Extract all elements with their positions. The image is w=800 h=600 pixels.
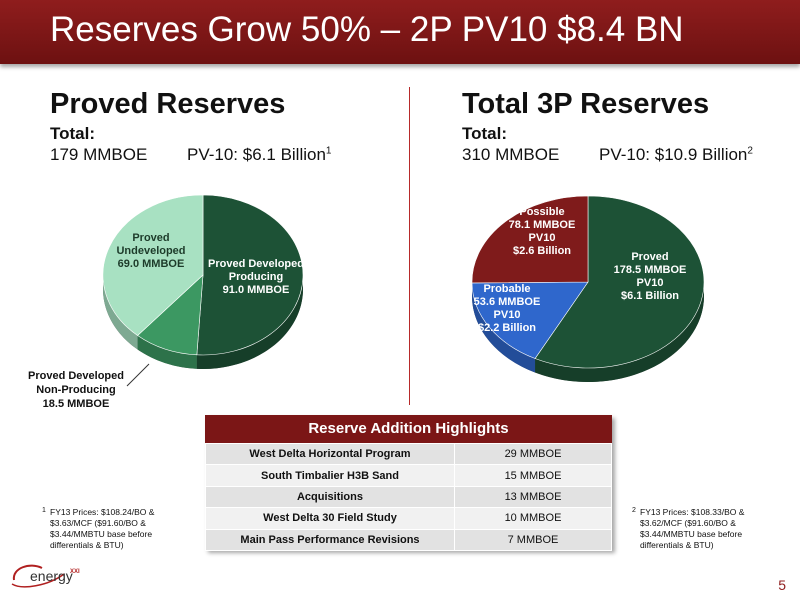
highlight-name-cell: West Delta 30 Field Study bbox=[205, 507, 455, 530]
footnote-ref-2: 2 bbox=[747, 145, 753, 157]
title-bar: Reserves Grow 50% – 2P PV10 $8.4 BN bbox=[0, 0, 800, 64]
highlight-value-cell: 29 MMBOE bbox=[454, 442, 612, 466]
total-3p-slice-label-0: Proved 178.5 MMBOE PV10 $6.1 Billion bbox=[614, 251, 687, 302]
footnote-left: 1 FY13 Prices: $108.24/BO & $3.63/MCF ($… bbox=[42, 507, 170, 551]
table-row: South Timbalier H3B Sand 15 MMBOE bbox=[205, 464, 612, 487]
proved-reserves-heading: Proved Reserves bbox=[50, 88, 286, 120]
highlights-table: West Delta Horizontal Program 29 MMBOE Sou… bbox=[205, 442, 612, 551]
highlights-header: Reserve Addition Highlights bbox=[205, 415, 612, 443]
callout-leader-line bbox=[126, 363, 150, 387]
footnote-left-number: 1 bbox=[42, 507, 46, 514]
proved-total-label: Total: bbox=[50, 124, 96, 143]
proved-slice-label-0: Proved Developed Producing 91.0 MMBOE bbox=[208, 258, 304, 296]
page-number: 5 bbox=[778, 577, 786, 593]
proved-total-value: 179 MMBOE bbox=[50, 145, 148, 164]
proved-slice-side-0 bbox=[196, 275, 303, 369]
highlight-name-cell: South Timbalier H3B Sand bbox=[205, 464, 455, 487]
highlight-name-cell: Main Pass Performance Revisions bbox=[205, 528, 455, 551]
footnote-right-text: FY13 Prices: $108.33/BO & $3.62/MCF ($91… bbox=[640, 507, 745, 550]
total-3p-slice-label-1: Probable 53.6 MMBOE PV10 $2.2 Billion bbox=[474, 283, 541, 334]
proved-total-line: 179 MMBOE PV-10: $6.1 Billion1 bbox=[50, 145, 331, 165]
total-3p-slice-side-0 bbox=[535, 282, 704, 382]
proved-developed-non-producing-label: Proved Developed Non-Producing 18.5 MMBO… bbox=[28, 370, 124, 410]
highlight-value-cell: 7 MMBOE bbox=[454, 528, 612, 551]
highlight-value-cell: 15 MMBOE bbox=[454, 464, 612, 487]
energy-xxi-logo: energy XXI bbox=[11, 564, 80, 588]
section-divider bbox=[409, 87, 410, 405]
total-3p-slice-1 bbox=[471, 281, 589, 359]
highlight-value-cell: 13 MMBOE bbox=[454, 485, 612, 509]
table-row: Acquisitions 13 MMBOE bbox=[205, 485, 612, 509]
total-3p-slice-side-1 bbox=[472, 282, 536, 373]
3p-pv10-value: PV-10: $10.9 Billion2 bbox=[599, 145, 753, 164]
proved-slice-side-2 bbox=[103, 275, 138, 350]
footnote-ref-1: 1 bbox=[325, 145, 332, 157]
proved-slice-0 bbox=[196, 194, 304, 356]
highlight-value-cell: 10 MMBOE bbox=[454, 507, 612, 530]
proved-slice-2 bbox=[102, 194, 204, 336]
highlight-name-cell: Acquisitions bbox=[205, 485, 455, 509]
footnote-left-text: FY13 Prices: $108.24/BO & $3.63/MCF ($91… bbox=[50, 507, 155, 550]
total-3p-reserves-heading: Total 3P Reserves bbox=[462, 88, 710, 120]
total-3p-slice-label-2: Possible 78.1 MMBOE PV10 $2.6 Billion bbox=[509, 206, 576, 257]
total-3p-reserves-pie: Proved 178.5 MMBOE PV10 $6.1 Billion Probabl… bbox=[471, 195, 705, 382]
table-row: West Delta Horizontal Program 29 MMBOE bbox=[205, 442, 612, 466]
3p-total-label: Total: bbox=[462, 124, 508, 143]
highlight-name-cell: West Delta Horizontal Program bbox=[205, 442, 455, 466]
table-row: West Delta 30 Field Study 10 MMBOE bbox=[205, 507, 612, 530]
3p-total-line: 310 MMBOE PV-10: $10.9 Billion2 bbox=[462, 145, 753, 165]
table-row: Main Pass Performance Revisions 7 MMBOE bbox=[205, 528, 612, 551]
svg-text:XXI: XXI bbox=[70, 569, 80, 575]
proved-reserves-pie: Proved Developed Producing 91.0 MMBOE Prove… bbox=[102, 194, 304, 369]
proved-slice-label-2: Proved Undeveloped 69.0 MMBOE bbox=[116, 232, 185, 270]
total-3p-slice-0 bbox=[534, 195, 705, 369]
footnote-right-number: 2 bbox=[632, 507, 636, 514]
total-3p-slice-2 bbox=[471, 195, 589, 284]
svg-text:energy: energy bbox=[30, 568, 73, 584]
footnote-right: 2 FY13 Prices: $108.33/BO & $3.62/MCF ($… bbox=[632, 507, 760, 551]
proved-slice-side-1 bbox=[137, 335, 197, 369]
slide-title: Reserves Grow 50% – 2P PV10 $8.4 BN bbox=[50, 10, 684, 49]
reserve-addition-highlights: Reserve Addition Highlights West Delta H… bbox=[205, 415, 612, 551]
3p-total-value: 310 MMBOE bbox=[462, 145, 560, 164]
proved-pv10-value: PV-10: $6.1 Billion1 bbox=[187, 145, 332, 164]
